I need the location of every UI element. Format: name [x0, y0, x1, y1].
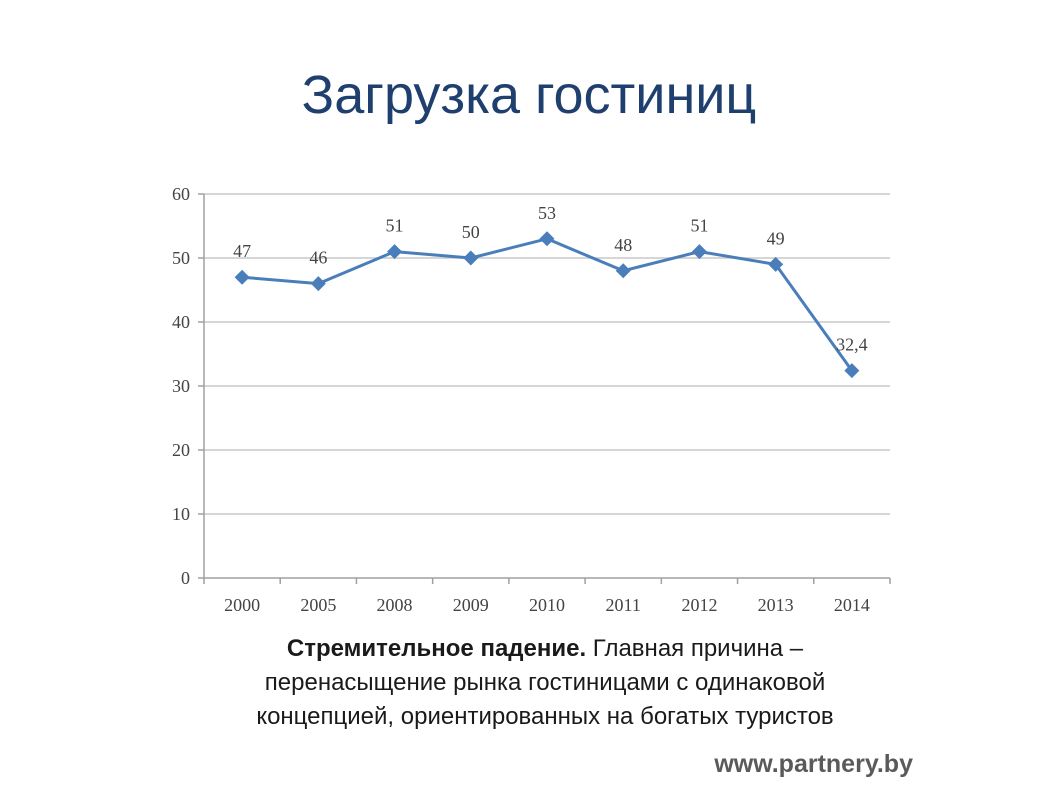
data-label: 50 — [462, 222, 480, 242]
data-point-marker — [310, 276, 326, 292]
y-tick-label: 10 — [172, 504, 190, 524]
x-tick-label: 2008 — [377, 595, 413, 615]
caption-line-2: перенасыщение рынка гостиницами с одинак… — [264, 669, 826, 696]
grid-lines — [204, 193, 890, 515]
caption-bold: Стремительное падение. — [286, 635, 587, 662]
x-tick-label: 2013 — [758, 595, 794, 615]
website-label: www.partnery.by — [714, 750, 913, 778]
data-point-marker — [539, 231, 555, 247]
slide-title: Загрузка гостиниц — [301, 65, 757, 125]
x-tick-labels: 2000 2005 2008 2009 2010 2011 2012 2013 2014 — [224, 595, 870, 615]
axes — [198, 193, 891, 584]
data-label: 47 — [233, 241, 251, 261]
data-label: 49 — [767, 228, 785, 248]
data-point-marker — [387, 244, 403, 260]
y-tick-label: 30 — [172, 376, 190, 396]
caption-line-1: Стремительное падение. Главная причина – — [150, 632, 940, 666]
data-point-marker — [234, 269, 250, 285]
x-tick-label: 2010 — [529, 595, 565, 615]
y-tick-label: 60 — [172, 184, 190, 204]
data-point-marker — [844, 363, 860, 379]
x-tick-label: 2000 — [224, 595, 260, 615]
data-label: 48 — [614, 235, 632, 255]
data-label: 46 — [309, 248, 327, 268]
caption-text-1: Главная причина – — [586, 635, 804, 662]
series-markers — [234, 231, 860, 379]
data-point-marker — [768, 256, 784, 272]
x-tick-label: 2005 — [300, 595, 336, 615]
data-labels: 47 46 51 50 53 48 51 49 32,4 — [233, 203, 868, 355]
data-label: 51 — [690, 216, 708, 236]
data-label: 32,4 — [836, 335, 868, 355]
caption-line-3: концепцией, ориентированных на богатых т… — [256, 703, 834, 730]
y-tick-label: 0 — [181, 568, 190, 588]
y-tick-label: 40 — [172, 312, 190, 332]
data-point-marker — [463, 250, 479, 266]
y-tick-label: 20 — [172, 440, 190, 460]
slide-caption: Стремительное падение. Главная причина –… — [150, 632, 940, 734]
x-tick-label: 2009 — [453, 595, 489, 615]
data-point-marker — [691, 244, 707, 260]
x-tick-label: 2012 — [681, 595, 717, 615]
data-label: 51 — [386, 216, 404, 236]
data-point-marker — [615, 263, 631, 279]
data-label: 53 — [538, 203, 556, 223]
x-tick-label: 2014 — [834, 595, 870, 615]
x-tick-label: 2011 — [606, 595, 641, 615]
y-tick-label: 50 — [172, 248, 190, 268]
y-tick-labels: 0 10 20 30 40 50 60 — [172, 184, 190, 588]
